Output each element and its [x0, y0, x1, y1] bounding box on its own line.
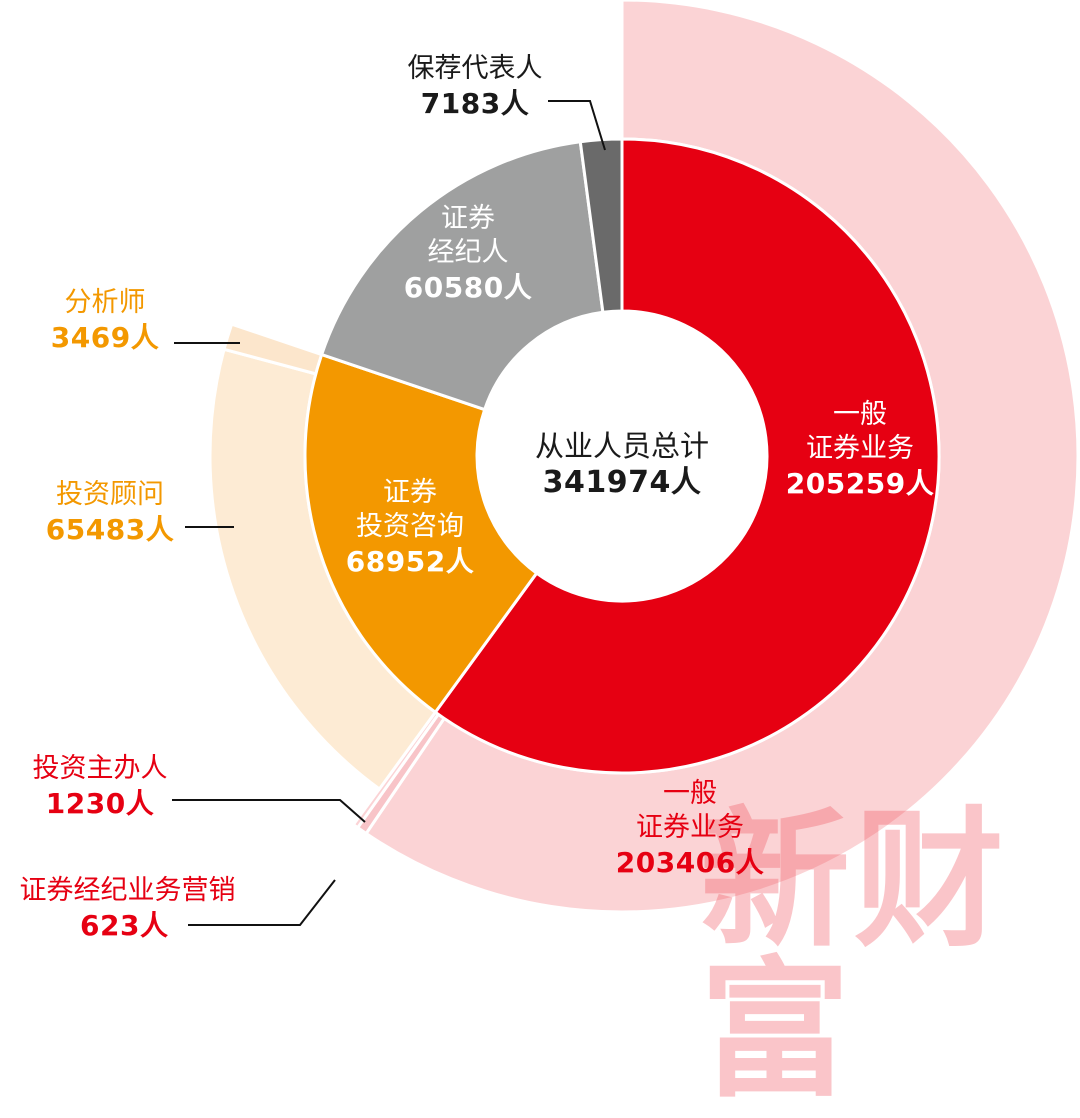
label-consulting-line2: 投资咨询 — [356, 510, 464, 542]
label-consulting-value: 68952人 — [345, 544, 475, 578]
label-broker: 证券 经纪人 60580人 — [368, 202, 568, 305]
label-analyst: 分析师 3469人 — [30, 286, 180, 355]
inner-slice-2 — [319, 140, 605, 412]
label-general-inner-value: 205259人 — [785, 466, 935, 500]
label-general-outer: 一般 证券业务 203406人 — [590, 777, 790, 880]
label-advisor-name: 投资顾问 — [56, 479, 164, 510]
leader-line-4 — [188, 879, 336, 926]
inner-slice-1 — [303, 352, 539, 715]
leader-line-0 — [548, 100, 606, 151]
label-general-inner-line1: 一般 — [833, 399, 887, 430]
inner-slice-0 — [433, 137, 941, 775]
label-brokerage-marketing: 证券经纪业务营销 623人 — [0, 874, 255, 943]
nested-donut-chart — [172, 0, 1080, 926]
center-total-label: 从业人员总计 341974人 — [497, 428, 747, 502]
label-analyst-value: 3469人 — [50, 320, 160, 354]
label-general-inner: 一般 证券业务 205259人 — [760, 398, 960, 501]
inner-slice-3 — [578, 137, 624, 314]
label-advisor: 投资顾问 65483人 — [20, 478, 200, 547]
label-general-outer-line1: 一般 — [663, 778, 717, 809]
label-sponsor-value: 7183人 — [420, 86, 530, 120]
leader-line-3 — [172, 799, 366, 823]
center-total-value: 341974人 — [542, 465, 702, 501]
label-manager-name: 投资主办人 — [32, 753, 168, 784]
label-sponsor-name: 保荐代表人 — [407, 53, 543, 84]
label-consulting: 证券 投资咨询 68952人 — [310, 476, 510, 579]
label-analyst-name: 分析师 — [64, 287, 146, 318]
label-marketing-name: 证券经纪业务营销 — [19, 875, 236, 906]
label-investment-manager: 投资主办人 1230人 — [10, 752, 190, 821]
label-broker-line2: 经纪人 — [427, 236, 509, 268]
label-manager-value: 1230人 — [45, 786, 155, 820]
label-sponsor: 保荐代表人 7183人 — [375, 52, 575, 121]
label-consulting-line1: 证券 — [383, 477, 437, 508]
label-broker-value: 60580人 — [403, 270, 533, 304]
label-advisor-value: 65483人 — [45, 512, 175, 546]
center-total-name: 从业人员总计 — [534, 429, 709, 463]
label-marketing-value: 623人 — [80, 908, 169, 942]
label-general-outer-line2: 证券业务 — [636, 811, 744, 843]
label-general-outer-value: 203406人 — [615, 845, 765, 879]
label-general-inner-line2: 证券业务 — [806, 432, 914, 464]
label-broker-line1: 证券 — [441, 203, 495, 234]
